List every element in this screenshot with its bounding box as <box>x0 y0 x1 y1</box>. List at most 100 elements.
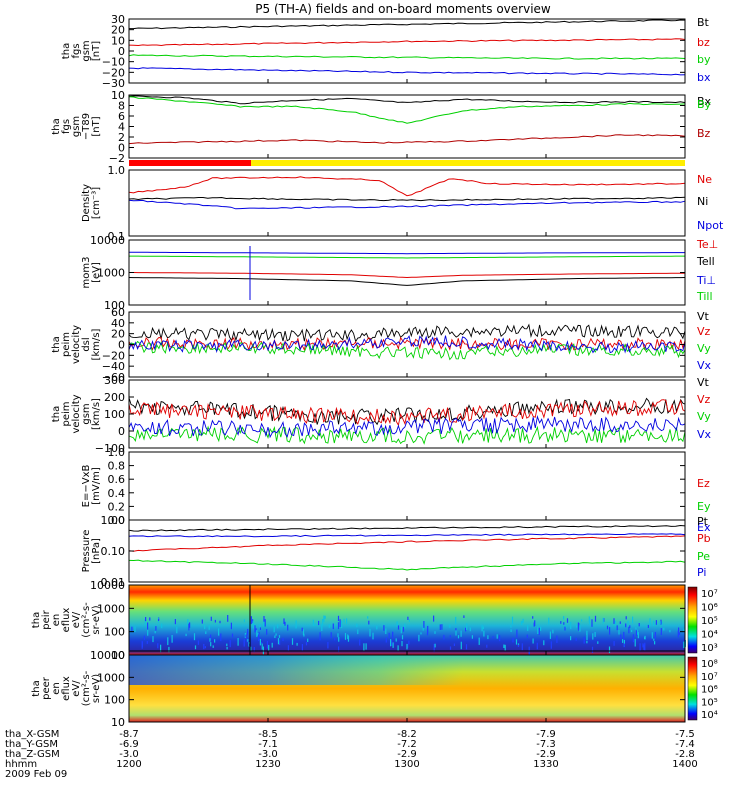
spectrogram-speckle <box>219 620 221 624</box>
series-line <box>128 199 686 210</box>
ytick-label: 100 <box>104 299 125 312</box>
spectrogram-speckle <box>401 641 403 647</box>
spectrogram-speckle <box>654 641 656 645</box>
spectrogram-speckle <box>463 615 465 618</box>
spectrogram-speckle <box>418 634 420 642</box>
spectrogram-speckle <box>623 631 625 640</box>
ytick-label: 0.10 <box>101 545 126 558</box>
spectrogram-speckle <box>187 619 189 625</box>
spectrogram-speckle <box>266 629 268 635</box>
spectrogram-speckle <box>147 622 149 630</box>
spectrogram-speckle <box>608 646 611 654</box>
spectrogram-speckle <box>284 621 286 626</box>
spectrogram-speckle <box>639 643 641 651</box>
time-axis-value: -7.2 <box>397 739 417 750</box>
spectrogram-speckle <box>575 637 577 641</box>
spectrogram-speckle <box>185 633 187 637</box>
spectrogram-speckle <box>564 626 566 631</box>
spectrogram-speckle <box>322 619 324 626</box>
spectrogram-speckle <box>237 638 239 646</box>
spectrogram-speckle <box>534 620 536 626</box>
spectrogram-speckle <box>635 627 637 630</box>
spectrogram-speckle <box>262 646 264 655</box>
legend-label: Bt <box>697 16 710 29</box>
ytick-label: 1000 <box>97 671 125 684</box>
ytick-label: 4 <box>118 121 125 134</box>
spectrogram-speckle <box>465 627 467 632</box>
spectrogram-speckle <box>287 624 289 631</box>
spectrogram-speckle <box>277 638 280 645</box>
spectrogram-speckle <box>283 618 285 624</box>
legend-label: Te⊥ <box>696 238 718 251</box>
spectrogram-speckle <box>683 628 685 632</box>
spectrogram-speckle <box>346 618 348 624</box>
time-axis-value: -6.9 <box>119 739 139 750</box>
mode-bar <box>129 160 685 166</box>
spectrogram-speckle <box>321 624 323 631</box>
spectrogram-speckle <box>556 635 558 643</box>
spectrogram-speckle <box>391 639 393 646</box>
spectrogram-speckle <box>496 634 498 639</box>
ylabel: E=−VxB[mV/m] <box>81 465 102 508</box>
ytick-label: −30 <box>102 77 125 90</box>
figure-title: P5 (TH-A) fields and on-board moments ov… <box>255 2 551 16</box>
spectrogram-speckle <box>457 635 460 639</box>
ylabel: thapeerenefluxeV/(cm²-s-sr-eV) <box>31 670 102 706</box>
spectrogram-speckle <box>261 643 263 650</box>
ytick-label: −20 <box>102 349 125 362</box>
spectrogram-speckle <box>632 634 634 643</box>
time-axis-table: tha_X-GSM -8.7 -8.5 -8.2 -7.9 -7.5 tha_Y-GSM -6… <box>5 729 698 780</box>
spectrogram-speckle <box>659 621 661 624</box>
spectrogram-speckle <box>549 631 551 639</box>
spectrogram-speckle <box>402 626 405 632</box>
ylabel: thafgsgsm[nT] <box>61 40 102 61</box>
ytick-label: −2 <box>109 152 125 165</box>
spectrogram-speckle <box>301 627 303 632</box>
spectrogram-speckle <box>643 644 645 650</box>
spectrogram-speckle <box>263 619 265 627</box>
spectrogram-speckle <box>586 640 588 644</box>
spectrogram-speckle <box>629 625 631 628</box>
ytick-label: 1.00 <box>101 514 126 527</box>
spectrogram-speckle <box>613 618 615 624</box>
series-line <box>128 277 686 286</box>
spectrogram-speckle <box>492 636 494 639</box>
spectrogram-speckle <box>277 624 279 629</box>
spectrogram-speckle <box>368 620 370 625</box>
legend-label: Bx <box>697 95 712 108</box>
legend-label: Ti⊥ <box>696 274 716 287</box>
spectrogram-speckle <box>609 627 611 635</box>
spectrogram-speckle <box>273 626 275 633</box>
spectrogram-speckle <box>478 637 480 645</box>
spectrogram-speckle <box>597 641 599 644</box>
panel-frame <box>128 519 686 583</box>
spectrogram-speckle <box>287 645 289 652</box>
spectrogram-speckle <box>550 641 552 649</box>
colorbar-label: 10³ <box>701 643 718 654</box>
spectrogram-speckle <box>482 626 484 630</box>
spectrogram-speckle <box>278 635 281 638</box>
spectrogram-speckle <box>486 644 488 648</box>
spectrogram-speckle <box>338 637 340 642</box>
spectrogram-speckle <box>397 625 400 630</box>
spectrogram-speckle <box>295 620 297 629</box>
spectrogram-speckle <box>312 619 314 626</box>
spectrogram-speckle <box>328 624 330 628</box>
spectrogram-speckle <box>644 635 646 640</box>
spectrogram-speckle <box>291 638 294 645</box>
legend-label: Ne <box>697 173 712 186</box>
spectrogram-speckle <box>420 632 422 635</box>
spectrogram-speckle <box>226 646 228 650</box>
spectrogram-speckle <box>392 631 394 639</box>
spectrogram-speckle <box>532 638 534 644</box>
spectrogram-speckle <box>517 644 519 647</box>
spectrogram-speckle <box>197 640 199 645</box>
spectrogram-speckle <box>323 615 325 623</box>
legend-label: Vt <box>697 376 710 389</box>
spectrogram-speckle <box>157 643 159 649</box>
spectrogram-speckle <box>243 619 245 622</box>
spectrogram-speckle <box>243 638 245 647</box>
ytick-label: 1000 <box>97 602 125 615</box>
spectrogram-speckle <box>466 623 468 630</box>
